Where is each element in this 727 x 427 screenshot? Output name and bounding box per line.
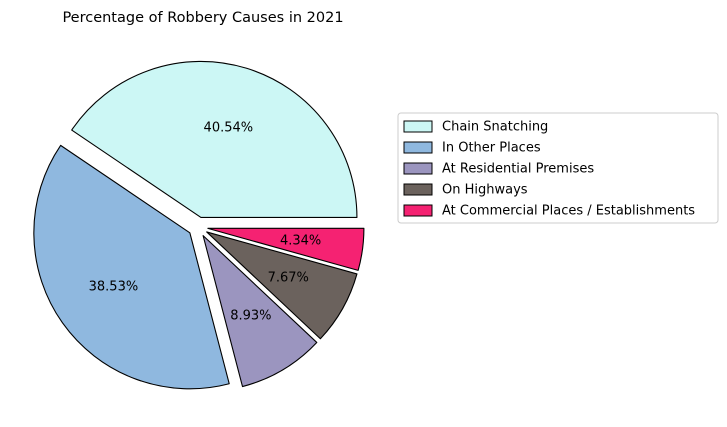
pct-label-chain-snatching: 40.54%: [204, 120, 254, 135]
legend-frame: [397, 112, 719, 224]
legend-label-chain-snatching: Chain Snatching: [442, 120, 548, 135]
percentage-labels: 40.54% 38.53% 8.93% 7.67% 4.34%: [89, 120, 322, 323]
legend-swatch-in-other-places: [403, 141, 433, 154]
pct-label-on-highways: 7.67%: [268, 270, 309, 285]
legend-swatch-chain-snatching: [403, 120, 433, 133]
pie-wedges: [33, 60, 365, 390]
chart-title: Percentage of Robbery Causes in 2021: [62, 10, 343, 26]
pie-slice-at-residential-premises: [202, 235, 318, 388]
legend-label-at-residential-premises: At Residential Premises: [442, 162, 594, 177]
legend-swatch-at-commercial-places-establishments: [403, 204, 433, 217]
legend-label-at-commercial-places-establishments: At Commercial Places / Establishments: [442, 204, 695, 219]
legend-items: Chain Snatching In Other Places At Residen…: [403, 120, 695, 219]
pct-label-at-commercial-places-establishments: 4.34%: [280, 234, 321, 249]
pct-label-at-residential-premises: 8.93%: [230, 309, 271, 324]
legend-swatch-at-residential-premises: [403, 162, 433, 175]
pie-slice-chain-snatching: [71, 60, 358, 218]
pct-label-in-other-places: 38.53%: [89, 279, 139, 294]
legend-swatch-on-highways: [403, 183, 433, 196]
pie-slice-at-commercial-places-establishments: [207, 227, 365, 271]
legend-label-in-other-places: In Other Places: [442, 141, 541, 156]
pie-slice-in-other-places: [33, 144, 230, 390]
legend-label-on-highways: On Highways: [442, 183, 528, 198]
pie-slice-on-highways: [206, 231, 358, 340]
legend: Chain Snatching In Other Places At Residen…: [397, 112, 719, 224]
